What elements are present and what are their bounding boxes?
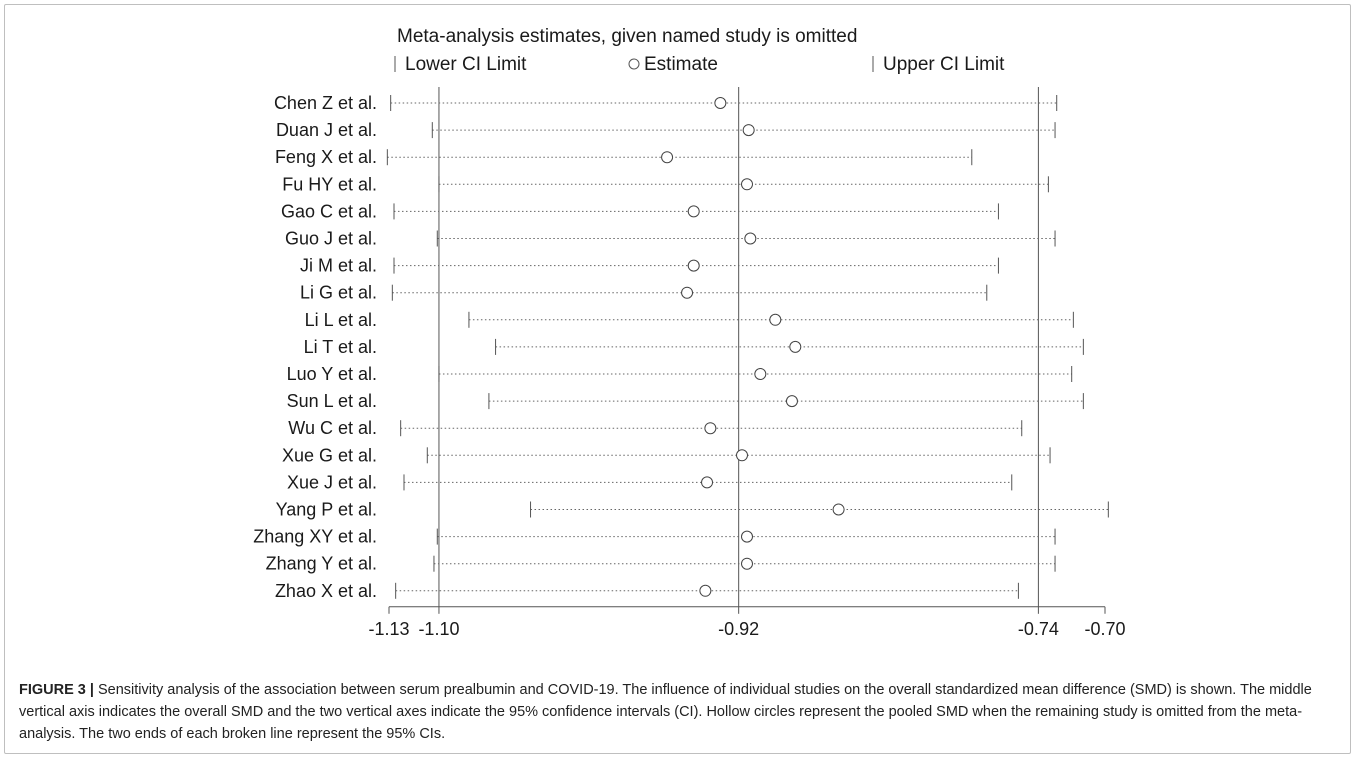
study-label: Zhao X et al. bbox=[275, 581, 377, 601]
study-label: Wu C et al. bbox=[288, 418, 377, 438]
estimate-marker bbox=[736, 449, 749, 462]
study-label: Yang P et al. bbox=[276, 500, 377, 520]
study-row: Ji M et al. bbox=[300, 256, 999, 276]
study-row: Sun L et al. bbox=[287, 391, 1084, 411]
x-tick-label: -0.74 bbox=[1018, 619, 1059, 639]
study-label: Zhang XY et al. bbox=[253, 527, 377, 547]
study-row: Xue J et al. bbox=[287, 472, 1013, 492]
study-label: Ji M et al. bbox=[300, 256, 377, 276]
x-tick-label: -0.92 bbox=[718, 619, 759, 639]
study-label: Luo Y et al. bbox=[287, 364, 377, 384]
estimate-marker bbox=[744, 232, 757, 245]
study-label: Duan J et al. bbox=[276, 120, 377, 140]
study-label: Feng X et al. bbox=[275, 147, 377, 167]
study-label: Guo J et al. bbox=[285, 229, 377, 249]
study-label: Chen Z et al. bbox=[274, 93, 377, 113]
study-label: Gao C et al. bbox=[281, 201, 377, 221]
estimate-marker bbox=[741, 557, 753, 570]
estimate-marker bbox=[699, 584, 712, 597]
study-row: Chen Z et al. bbox=[274, 93, 1058, 113]
chart-title: Meta-analysis estimates, given named stu… bbox=[397, 26, 857, 47]
estimate-marker bbox=[769, 313, 782, 326]
study-row: Xue G et al. bbox=[282, 445, 1051, 465]
legend-estimate-marker bbox=[628, 58, 640, 70]
study-label: Li L et al. bbox=[305, 310, 377, 330]
caption-label: FIGURE 3 | bbox=[19, 682, 94, 698]
study-label: Fu HY et al. bbox=[282, 174, 377, 194]
study-label: Xue G et al. bbox=[282, 445, 377, 465]
reference-lines bbox=[438, 87, 1039, 607]
study-row: Wu C et al. bbox=[288, 418, 1023, 438]
x-tick-label: -1.13 bbox=[368, 619, 409, 639]
study-row: Li G et al. bbox=[300, 283, 988, 303]
estimate-marker bbox=[741, 530, 753, 543]
estimate-marker bbox=[661, 151, 674, 164]
study-row: Li L et al. bbox=[305, 310, 1074, 330]
estimate-marker bbox=[832, 503, 845, 516]
legend-upper-label: Upper CI Limit bbox=[883, 54, 1005, 75]
x-tick-label: -1.10 bbox=[418, 619, 459, 639]
estimate-marker bbox=[754, 368, 767, 380]
estimate-marker bbox=[742, 124, 755, 137]
legend-estimate-label: Estimate bbox=[644, 54, 718, 75]
study-row: Duan J et al. bbox=[276, 120, 1056, 140]
estimate-marker bbox=[741, 178, 753, 191]
legend-lower-label: Lower CI Limit bbox=[405, 54, 527, 75]
caption-text: Sensitivity analysis of the association … bbox=[19, 682, 1312, 742]
study-row: Zhao X et al. bbox=[275, 581, 1019, 601]
estimate-marker bbox=[704, 422, 717, 435]
study-row: Zhang XY et al. bbox=[253, 527, 1056, 547]
study-row: Luo Y et al. bbox=[287, 364, 1073, 384]
x-axis: -1.13 -1.10 -0.92 -0.74 -0.70 bbox=[368, 606, 1126, 639]
study-row: Yang P et al. bbox=[276, 500, 1109, 520]
study-label: Li G et al. bbox=[300, 283, 377, 303]
x-tick-label: -0.70 bbox=[1084, 619, 1125, 639]
study-row: Guo J et al. bbox=[285, 229, 1056, 249]
study-label: Sun L et al. bbox=[287, 391, 377, 411]
study-row: Fu HY et al. bbox=[282, 174, 1049, 194]
estimate-marker bbox=[687, 205, 700, 218]
study-row: Feng X et al. bbox=[275, 147, 973, 167]
study-row: Gao C et al. bbox=[281, 201, 999, 221]
figure-caption: FIGURE 3 | Sensitivity analysis of the a… bbox=[19, 679, 1341, 745]
estimate-marker bbox=[789, 340, 802, 353]
study-row: Zhang Y et al. bbox=[266, 554, 1056, 574]
study-label: Zhang Y et al. bbox=[266, 554, 377, 574]
estimate-marker bbox=[687, 259, 700, 272]
study-label: Xue J et al. bbox=[287, 472, 377, 492]
study-label: Li T et al. bbox=[304, 337, 377, 357]
legend: Lower CI Limit Estimate Upper CI Limit bbox=[394, 54, 1005, 75]
estimate-marker bbox=[681, 286, 694, 299]
estimate-marker bbox=[701, 476, 714, 489]
study-row: Li T et al. bbox=[304, 337, 1084, 357]
estimate-marker bbox=[714, 97, 727, 109]
sensitivity-plot: Meta-analysis estimates, given named stu… bbox=[253, 26, 1126, 639]
estimate-marker bbox=[785, 395, 798, 408]
study-rows: Chen Z et al. Duan J et al. Feng X et al. F… bbox=[253, 93, 1109, 601]
figure-panel: Meta-analysis estimates, given named stu… bbox=[4, 4, 1351, 754]
